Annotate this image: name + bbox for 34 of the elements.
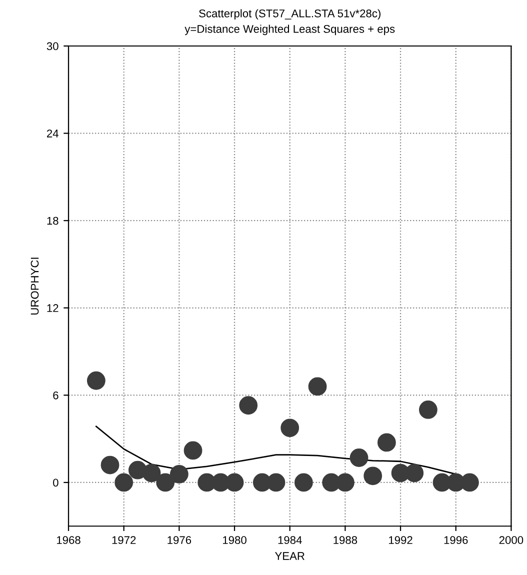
point [100, 456, 120, 474]
point [294, 473, 313, 492]
y-axis-title: UROPHYCI [30, 258, 39, 315]
y-tick-label: 12 [47, 304, 58, 312]
point [156, 473, 175, 492]
x-tick-label: 1984 [278, 536, 302, 544]
x-tick-label: 1968 [57, 536, 80, 544]
x-tick-label: 1972 [112, 536, 136, 544]
point [114, 473, 134, 492]
y-tick-label: 6 [53, 391, 58, 400]
y-tick-label: 24 [46, 130, 58, 138]
x-tick-label: 1976 [168, 536, 192, 544]
x-tick-label: 2000 [499, 536, 524, 544]
x-tick-label: 1988 [334, 536, 358, 544]
point [170, 464, 188, 484]
chart-subtitle: y=Distance Weighted Least Squares + eps [184, 24, 395, 36]
y-tick-label: 0 [53, 478, 58, 487]
x-tick-label: 1992 [389, 536, 412, 544]
x-tick-label: 1980 [223, 536, 246, 544]
point [308, 377, 327, 396]
point [86, 371, 106, 390]
x-tick-label: 1996 [444, 536, 468, 544]
chart-title: Scatterplot (ST57_ALL.STA 51v*28c) [199, 9, 380, 20]
point [377, 433, 396, 452]
point [418, 400, 438, 419]
point [142, 464, 161, 482]
point [350, 448, 368, 467]
point [239, 396, 258, 415]
point [364, 466, 382, 486]
y-tick-label: 30 [46, 42, 58, 50]
point [184, 441, 202, 460]
point [280, 418, 300, 438]
x-axis-title: YEAR [274, 552, 304, 560]
y-tick-label: 18 [47, 216, 58, 225]
